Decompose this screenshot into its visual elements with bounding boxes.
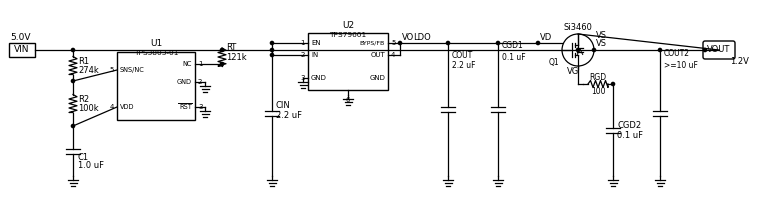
Text: RT: RT — [226, 43, 236, 52]
Text: RGD: RGD — [590, 73, 607, 82]
Text: 4: 4 — [109, 104, 114, 110]
Text: U1: U1 — [150, 38, 162, 47]
Text: 2.2 uF: 2.2 uF — [276, 110, 302, 120]
Circle shape — [270, 48, 274, 52]
Text: 3: 3 — [198, 104, 203, 110]
Text: 2.2 uF: 2.2 uF — [452, 61, 476, 69]
Text: TPS3803-01: TPS3803-01 — [133, 50, 178, 56]
Circle shape — [577, 48, 580, 52]
Circle shape — [658, 48, 662, 52]
Text: VD: VD — [540, 32, 553, 42]
FancyBboxPatch shape — [308, 33, 388, 90]
Text: 274k: 274k — [78, 66, 99, 75]
Text: CGD2: CGD2 — [617, 121, 641, 130]
Text: VG: VG — [567, 67, 579, 76]
Text: VS: VS — [596, 31, 607, 40]
Circle shape — [71, 48, 74, 52]
Text: 1: 1 — [198, 61, 203, 67]
Text: RST: RST — [179, 104, 192, 110]
Circle shape — [497, 41, 500, 45]
Text: 2: 2 — [198, 79, 203, 85]
Text: 100k: 100k — [78, 104, 99, 113]
Text: C1: C1 — [78, 152, 89, 161]
Text: NC: NC — [182, 61, 192, 67]
Circle shape — [703, 48, 707, 52]
Circle shape — [592, 48, 596, 52]
Circle shape — [398, 41, 402, 45]
Text: VO: VO — [402, 32, 414, 42]
Text: 100: 100 — [591, 87, 605, 95]
Circle shape — [446, 41, 449, 45]
Circle shape — [270, 53, 274, 57]
Circle shape — [220, 62, 223, 66]
Text: Si3460: Si3460 — [563, 22, 592, 31]
Circle shape — [71, 79, 74, 83]
Text: GND: GND — [369, 75, 385, 81]
Text: BYPS/FB: BYPS/FB — [360, 41, 385, 46]
Text: 121k: 121k — [226, 52, 247, 62]
Text: 1.2V: 1.2V — [730, 57, 749, 67]
Text: 5.0V: 5.0V — [10, 32, 30, 42]
Text: VIN: VIN — [14, 46, 29, 54]
Text: 1.0 uF: 1.0 uF — [78, 161, 104, 171]
Text: 6: 6 — [346, 97, 350, 103]
Text: OUT: OUT — [370, 52, 385, 58]
Text: GND: GND — [311, 75, 327, 81]
Text: VOUT: VOUT — [707, 46, 731, 54]
FancyBboxPatch shape — [117, 52, 195, 120]
Circle shape — [611, 82, 615, 86]
Circle shape — [536, 41, 539, 45]
Text: VS: VS — [596, 40, 607, 48]
FancyBboxPatch shape — [703, 41, 735, 59]
Circle shape — [71, 124, 74, 128]
Text: 3: 3 — [300, 75, 305, 81]
Text: 0.1 uF: 0.1 uF — [617, 131, 643, 140]
Text: U2: U2 — [342, 21, 354, 30]
Text: CIN: CIN — [276, 100, 291, 109]
Text: 2: 2 — [300, 52, 305, 58]
FancyBboxPatch shape — [9, 43, 35, 57]
Circle shape — [220, 48, 223, 52]
Text: CGD1: CGD1 — [502, 42, 524, 51]
Text: LDO: LDO — [413, 32, 431, 42]
Text: EN: EN — [311, 40, 320, 46]
Text: R1: R1 — [78, 57, 89, 66]
Text: R2: R2 — [78, 95, 89, 104]
Text: 1: 1 — [300, 40, 305, 46]
Text: VDD: VDD — [120, 104, 134, 110]
Text: 0.1 uF: 0.1 uF — [502, 52, 525, 62]
Text: >=10 uF: >=10 uF — [664, 61, 698, 69]
Text: 5: 5 — [109, 67, 114, 73]
Text: 5: 5 — [391, 40, 396, 46]
Text: COUT2: COUT2 — [664, 50, 690, 58]
Circle shape — [270, 41, 274, 45]
Text: GND: GND — [177, 79, 192, 85]
Text: 4: 4 — [391, 52, 396, 58]
Text: SNS/NC: SNS/NC — [120, 67, 145, 73]
Text: IN: IN — [311, 52, 318, 58]
Text: COUT: COUT — [452, 51, 473, 59]
Text: Q1: Q1 — [549, 58, 559, 68]
Text: TPS79601: TPS79601 — [329, 32, 366, 38]
